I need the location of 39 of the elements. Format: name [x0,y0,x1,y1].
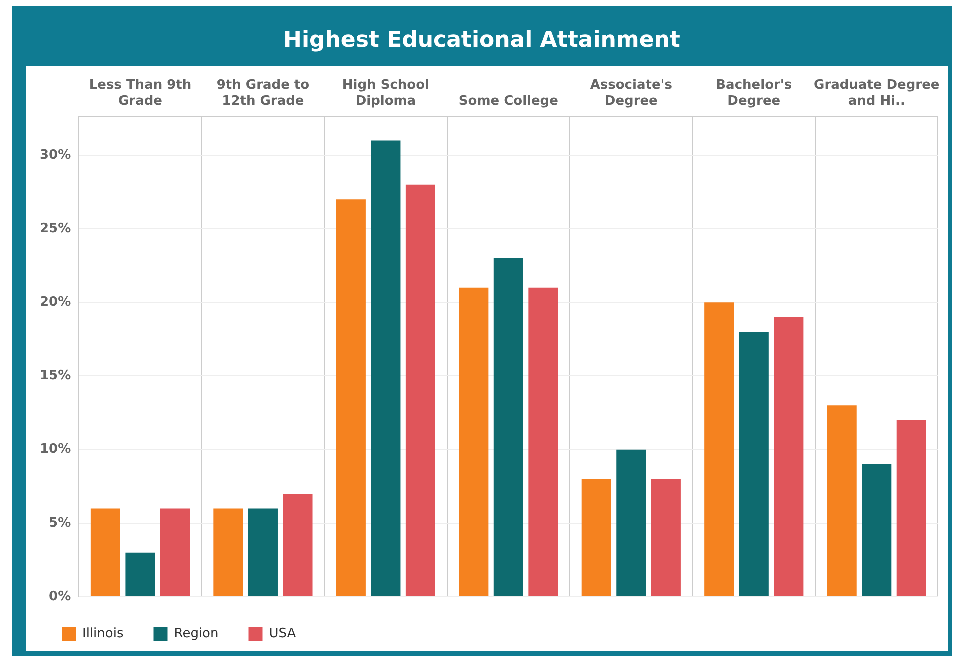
bar [336,200,366,596]
y-tick-label: 15% [40,368,72,384]
bar [160,508,190,596]
y-tick-label: 5% [49,516,72,531]
bar [283,494,313,596]
bar [616,450,646,596]
legend-label: Region [174,626,219,642]
bar [494,258,524,596]
bar [739,332,769,596]
bar [214,508,244,596]
bar [651,479,681,596]
bar [528,288,558,596]
bar [90,508,120,596]
x-tick-label: Graduate Degree and Hi.. [814,78,940,109]
bar [406,184,436,596]
bar [774,317,804,596]
legend-label: USA [269,626,296,642]
y-tick-label: 20% [40,295,72,310]
y-tick-label: 10% [40,442,72,458]
bar [827,406,857,596]
bar [248,508,278,596]
x-tick-label: Some College [458,94,559,109]
x-tick-label: Less Than 9th Grade [89,78,192,109]
y-tick-label: 30% [40,148,72,163]
legend-label: Illinois [82,626,124,642]
bar [862,464,892,596]
bar [896,420,926,596]
x-tick-label: High School Diploma [342,78,430,109]
bar [459,288,489,596]
x-tick-label: Associate's Degree [590,78,673,109]
bar [582,479,612,596]
y-tick-label: 25% [40,221,72,236]
bar [371,140,401,596]
chart-title: Highest Educational Attainment [282,27,682,55]
y-tick-label: 0% [49,589,72,604]
x-tick-label: Bachelor's Degree [716,78,792,109]
bar [126,552,156,596]
x-tick-label: 9th Grade to 12th Grade [216,78,310,109]
bar [704,302,734,596]
